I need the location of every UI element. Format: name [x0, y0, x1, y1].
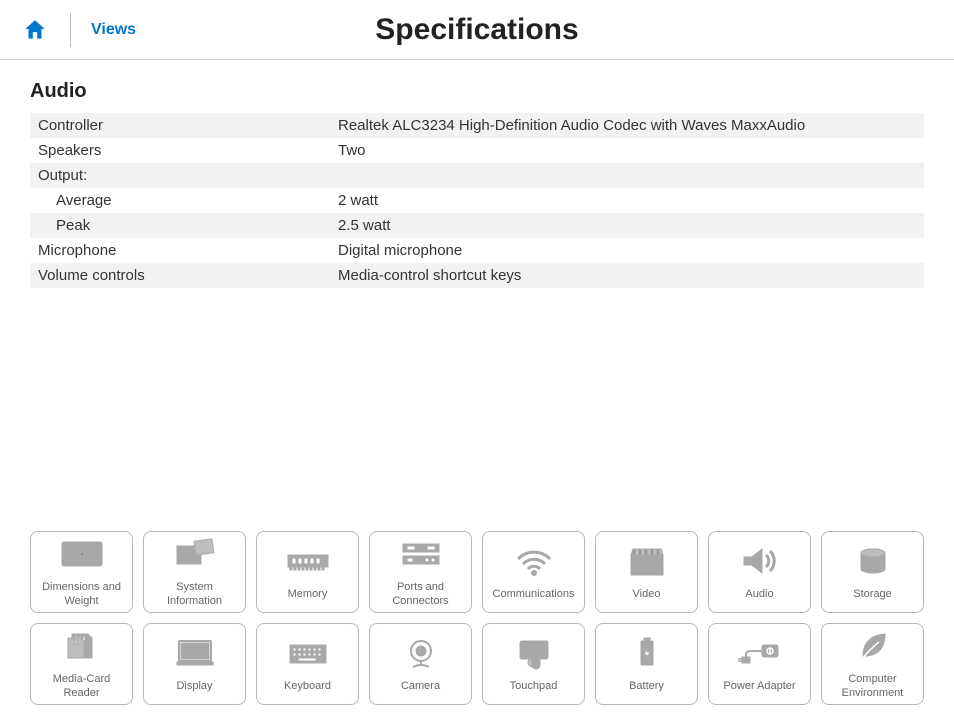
video-icon: [623, 543, 671, 584]
tile-label: Communications: [493, 588, 575, 601]
home-icon[interactable]: [20, 15, 50, 45]
tile-label: Media-Card Reader: [35, 673, 128, 699]
spec-label: Peak: [30, 213, 330, 238]
table-row: Peak2.5 watt: [30, 213, 924, 238]
tile-storage[interactable]: Storage: [821, 531, 924, 613]
touchpad-icon: [510, 635, 558, 676]
tile-label: Memory: [288, 588, 328, 601]
tile-label: Ports and Connectors: [374, 581, 467, 607]
tile-label: Storage: [853, 588, 892, 601]
tile-label: Audio: [745, 588, 773, 601]
page-title: Specifications: [375, 13, 578, 47]
power-adapter-icon: [736, 635, 784, 676]
tile-label: System Information: [148, 581, 241, 607]
spec-label: Output:: [30, 163, 330, 188]
table-row: Volume controlsMedia-control shortcut ke…: [30, 263, 924, 288]
table-row: Average2 watt: [30, 188, 924, 213]
tile-label: Power Adapter: [723, 680, 795, 693]
tile-camera[interactable]: Camera: [369, 623, 472, 705]
tile-label: Display: [176, 680, 212, 693]
tile-touchpad[interactable]: Touchpad: [482, 623, 585, 705]
tile-label: Video: [633, 588, 661, 601]
tile-video[interactable]: Video: [595, 531, 698, 613]
leaf-icon: [849, 628, 897, 669]
wifi-icon: [510, 543, 558, 584]
spec-value: 2 watt: [330, 188, 924, 213]
tile-display[interactable]: Display: [143, 623, 246, 705]
tile-label: Dimensions and Weight: [35, 581, 128, 607]
nav-row-1: Dimensions and Weight System Information M…: [30, 531, 924, 613]
tile-keyboard[interactable]: Keyboard: [256, 623, 359, 705]
spec-label: Microphone: [30, 238, 330, 263]
table-row: SpeakersTwo: [30, 138, 924, 163]
views-link[interactable]: Views: [91, 21, 136, 39]
display-icon: [171, 635, 219, 676]
spec-value: Realtek ALC3234 High-Definition Audio Co…: [330, 113, 924, 138]
storage-icon: [849, 543, 897, 584]
system-info-icon: [171, 536, 219, 577]
spec-label: Speakers: [30, 138, 330, 163]
speaker-icon: [736, 543, 784, 584]
tile-dimensions[interactable]: Dimensions and Weight: [30, 531, 133, 613]
tile-label: Camera: [401, 680, 440, 693]
tile-system-info[interactable]: System Information: [143, 531, 246, 613]
spec-value: Two: [330, 138, 924, 163]
nav-row-2: Media-Card Reader Display Keyboard Camera To…: [30, 623, 924, 705]
tile-environment[interactable]: Computer Environment: [821, 623, 924, 705]
camera-icon: [397, 635, 445, 676]
tile-media-card[interactable]: Media-Card Reader: [30, 623, 133, 705]
nav-tiles: Dimensions and Weight System Information M…: [0, 531, 954, 705]
spec-label: Average: [30, 188, 330, 213]
dimensions-icon: [58, 536, 106, 577]
ports-icon: [397, 536, 445, 577]
spec-label: Controller: [30, 113, 330, 138]
spec-value: Digital microphone: [330, 238, 924, 263]
tile-label: Keyboard: [284, 680, 331, 693]
tile-power-adapter[interactable]: Power Adapter: [708, 623, 811, 705]
sd-card-icon: [58, 628, 106, 669]
tile-label: Battery: [629, 680, 664, 693]
spec-value: [330, 163, 924, 188]
spec-value: Media-control shortcut keys: [330, 263, 924, 288]
tile-memory[interactable]: Memory: [256, 531, 359, 613]
tile-ports[interactable]: Ports and Connectors: [369, 531, 472, 613]
tile-battery[interactable]: Battery: [595, 623, 698, 705]
section-heading: Audio: [30, 80, 924, 103]
tile-audio[interactable]: Audio: [708, 531, 811, 613]
table-row: ControllerRealtek ALC3234 High-Definitio…: [30, 113, 924, 138]
table-row: MicrophoneDigital microphone: [30, 238, 924, 263]
keyboard-icon: [284, 635, 332, 676]
memory-icon: [284, 543, 332, 584]
table-row: Output:: [30, 163, 924, 188]
header: Views Specifications: [0, 0, 954, 60]
battery-icon: [623, 635, 671, 676]
spec-label: Volume controls: [30, 263, 330, 288]
header-divider: [70, 13, 71, 47]
spec-table: ControllerRealtek ALC3234 High-Definitio…: [30, 113, 924, 288]
spec-value: 2.5 watt: [330, 213, 924, 238]
tile-label: Touchpad: [510, 680, 558, 693]
tile-communications[interactable]: Communications: [482, 531, 585, 613]
content: Audio ControllerRealtek ALC3234 High-Def…: [0, 60, 954, 308]
tile-label: Computer Environment: [826, 673, 919, 699]
